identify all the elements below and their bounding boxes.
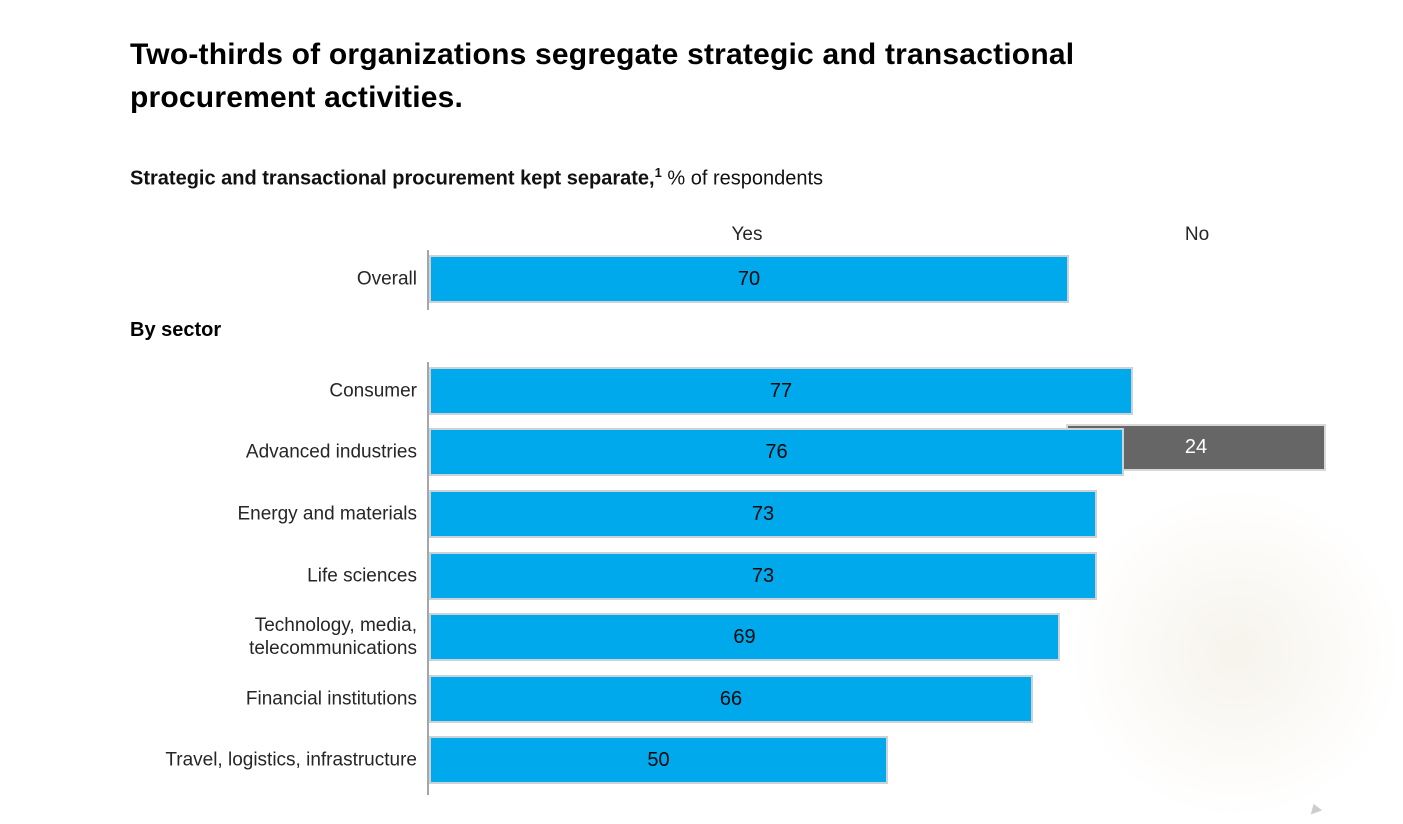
bar-row-consumer: Consumer 77	[0, 369, 1403, 413]
row-label: Life sciences	[307, 565, 417, 587]
bar-row-travel-logistics-infrastructure: Travel, logistics, infrastructure 50	[0, 738, 1403, 782]
column-header-yes: Yes	[731, 224, 763, 245]
subtitle-regular-text: % of respondents	[661, 167, 824, 190]
cursor-icon	[1310, 803, 1324, 818]
yes-bar[interactable]: 69	[431, 615, 1058, 659]
yes-bar[interactable]: 77	[431, 369, 1131, 413]
chart-subtitle: Strategic and transactional procurement …	[130, 165, 823, 191]
yes-bar[interactable]: 70	[431, 257, 1067, 301]
bar-value: 70	[737, 267, 761, 290]
row-label: Overall	[356, 268, 417, 290]
bar-row-life-sciences: Life sciences 73	[0, 554, 1403, 598]
row-label: Travel, logistics, infrastructure	[165, 749, 417, 771]
footnote-marker: 1	[654, 165, 662, 180]
bar-row-advanced-industries: Advanced industries 24 76	[0, 426, 1403, 474]
bar-value: 66	[719, 687, 743, 710]
bar-row-energy-materials: Energy and materials 73	[0, 492, 1403, 536]
bar-value: 73	[751, 564, 775, 587]
row-label: Advanced industries	[245, 441, 417, 463]
yes-bar[interactable]: 66	[431, 677, 1031, 721]
yes-bar[interactable]: 73	[431, 492, 1095, 536]
row-label: Financial institutions	[245, 688, 417, 710]
group-label-by-sector: By sector	[130, 319, 222, 341]
axis-line-sectors	[427, 362, 429, 795]
bar-value: 73	[751, 502, 775, 525]
no-bar-value: 24	[1184, 436, 1208, 458]
subtitle-bold-text: Strategic and transactional procurement …	[130, 167, 655, 190]
page-title: Two-thirds of organizations segregate st…	[130, 38, 1075, 114]
row-label: Energy and materials	[237, 503, 417, 525]
yes-bar[interactable]: 73	[431, 554, 1095, 598]
row-label: Consumer	[329, 380, 417, 402]
bar-value: 76	[765, 440, 788, 463]
bar-value: 77	[769, 379, 793, 402]
axis-line-overall	[427, 250, 429, 310]
bar-row-technology-media-telecom: Technology, media, telecommunications 69	[0, 615, 1403, 659]
bar-value: 69	[733, 625, 756, 648]
yes-bar[interactable]: 76	[431, 430, 1122, 474]
row-label: Technology, media, telecommunications	[249, 615, 417, 659]
bar-row-financial-institutions: Financial institutions 66	[0, 677, 1403, 721]
column-header-no: No	[1184, 224, 1210, 245]
bar-row-overall: Overall 70	[0, 257, 1403, 301]
bar-value: 50	[647, 748, 670, 771]
yes-bar[interactable]: 50	[431, 738, 886, 782]
